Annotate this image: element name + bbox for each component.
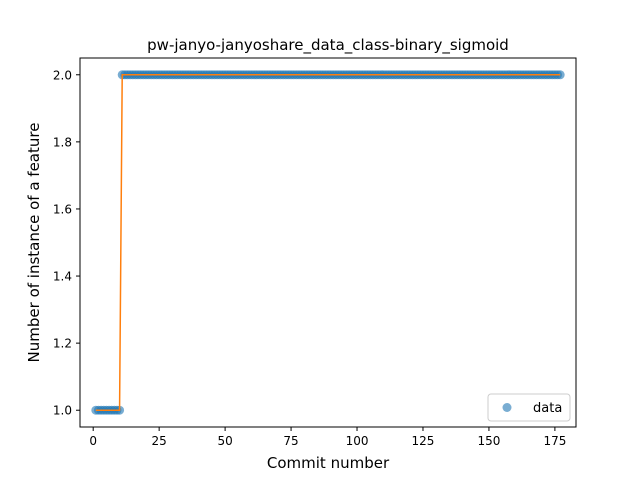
x-tick-label: 0	[89, 434, 97, 448]
x-axis-ticks: 0 25 50 75 100 125 150 175	[89, 427, 566, 448]
y-axis-ticks: 1.0 1.2 1.4 1.6 1.8 2.0	[53, 68, 80, 418]
y-tick-label: 1.2	[53, 337, 72, 351]
y-axis-label: Number of instance of a feature	[25, 123, 43, 363]
y-tick-label: 2.0	[53, 68, 72, 82]
legend-marker-data	[502, 403, 512, 412]
x-tick-label: 50	[217, 434, 232, 448]
x-tick-label: 100	[346, 434, 369, 448]
x-tick-label: 175	[543, 434, 566, 448]
y-tick-label: 1.4	[53, 270, 72, 284]
x-tick-label: 125	[412, 434, 435, 448]
y-tick-label: 1.0	[53, 404, 72, 418]
x-axis-label: Commit number	[267, 454, 390, 472]
y-tick-label: 1.8	[53, 135, 72, 149]
legend: data	[487, 393, 571, 422]
legend-frame	[487, 393, 571, 422]
fit-line	[95, 74, 561, 411]
x-tick-label: 75	[283, 434, 298, 448]
plot-area-frame	[79, 57, 577, 428]
legend-label-data: data	[533, 401, 562, 416]
chart-title: pw-janyo-janyoshare_data_class-binary_si…	[147, 36, 509, 55]
y-tick-label: 1.6	[53, 202, 72, 216]
fit-line-layer	[95, 74, 561, 411]
x-tick-label: 150	[477, 434, 500, 448]
x-tick-label: 25	[152, 434, 167, 448]
